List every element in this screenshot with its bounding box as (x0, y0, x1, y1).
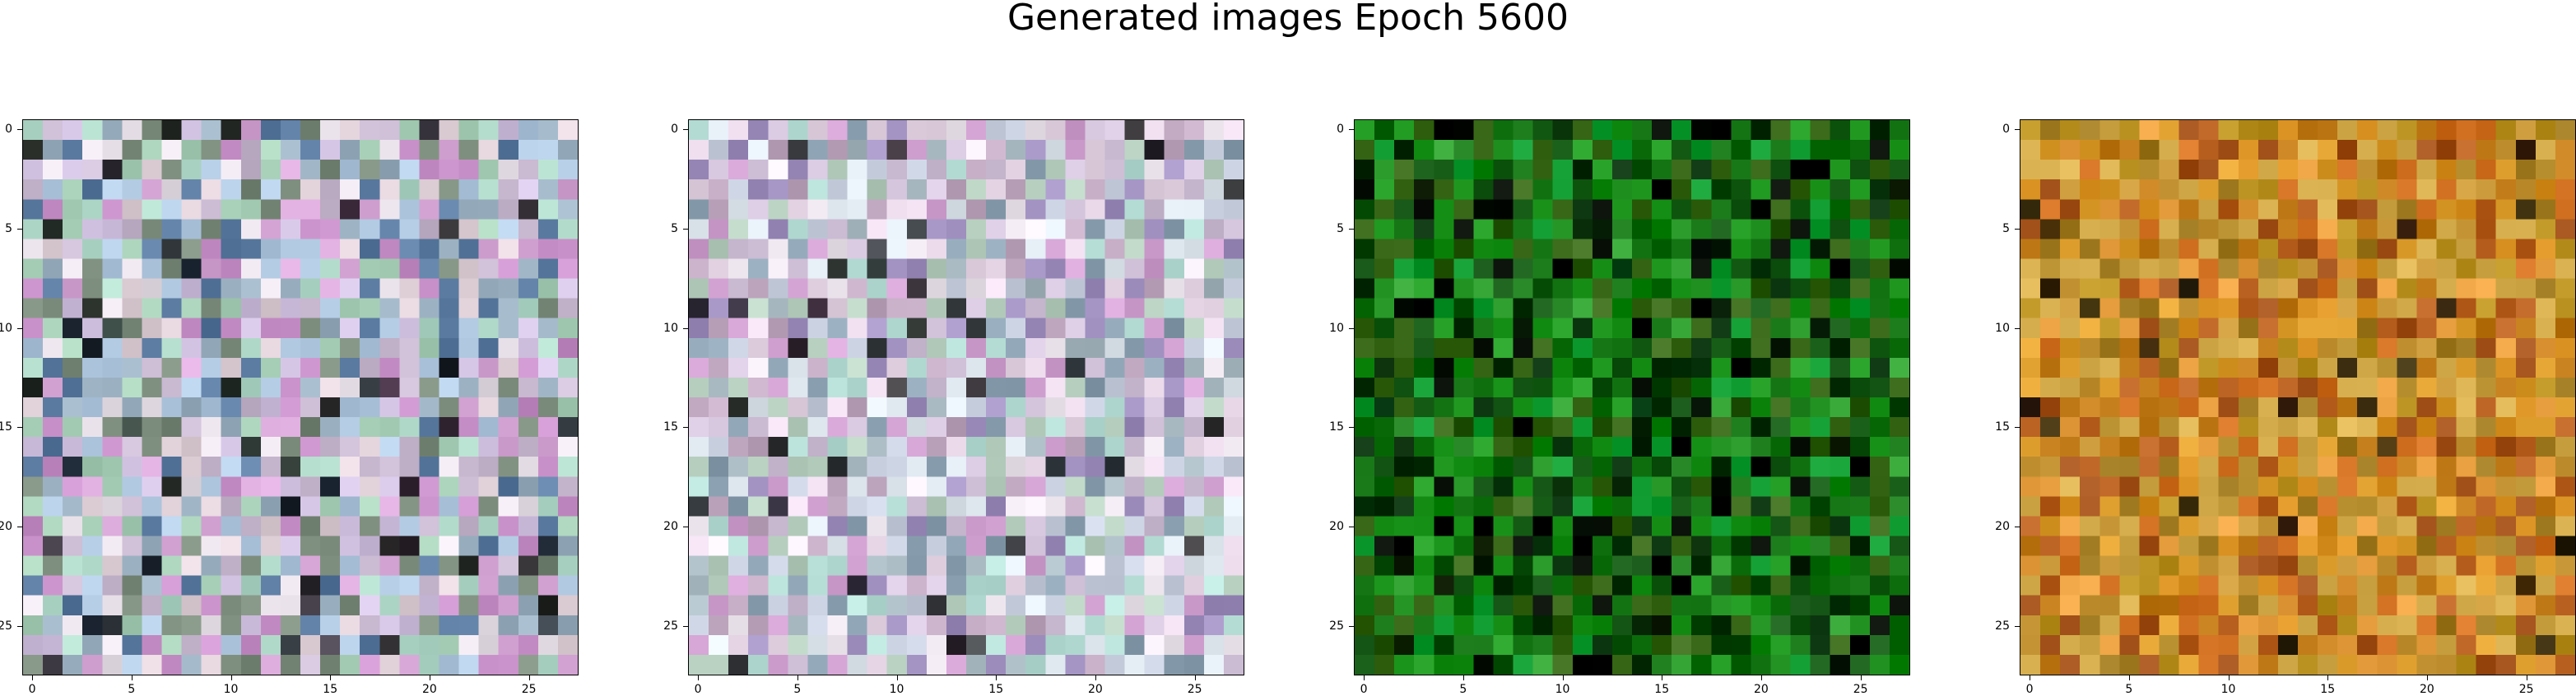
x-tick-label: 5 (2125, 683, 2133, 696)
x-tick-label: 20 (1088, 683, 1103, 696)
x-tick-label: 25 (2518, 683, 2534, 696)
image-panel-3: 0 5 10 15 20 25 0 5 10 15 20 25 (1329, 119, 1910, 695)
x-tick-mark (230, 675, 232, 680)
y-tick-label: 15 (1329, 420, 1344, 434)
y-tick-label: 10 (0, 321, 12, 335)
x-tick-mark (2426, 675, 2428, 680)
image-panel-1: 0 5 10 15 20 25 0 5 10 15 20 25 (0, 119, 579, 695)
x-tick-label: 0 (2025, 683, 2034, 696)
x-tick-label: 5 (1459, 683, 1467, 696)
x-tick-mark (1562, 675, 1564, 680)
image-panel-2: 0 5 10 15 20 25 0 5 10 15 20 25 (663, 119, 1244, 695)
generated-image-3 (1354, 119, 1910, 675)
y-tick-label: 25 (0, 619, 12, 633)
figure-title: Generated images Epoch 5600 (1007, 0, 1569, 39)
y-tick-mark (2015, 129, 2020, 131)
y-tick-label: 25 (1329, 619, 1344, 633)
x-tick-label: 25 (1187, 683, 1202, 696)
x-tick-mark (1194, 675, 1196, 680)
y-tick-mark (683, 427, 688, 429)
y-tick-mark (17, 427, 22, 429)
y-tick-mark (1349, 228, 1354, 230)
x-tick-mark (1462, 675, 1464, 680)
generated-image-4 (2020, 119, 2576, 675)
x-tick-mark (1095, 675, 1096, 680)
y-tick-label: 5 (5, 221, 12, 235)
y-tick-label: 0 (2002, 123, 2010, 137)
y-tick-mark (2015, 228, 2020, 230)
y-tick-label: 25 (1995, 619, 2010, 633)
y-tick-mark (2015, 427, 2020, 429)
x-tick-label: 20 (2420, 683, 2434, 696)
x-tick-mark (131, 675, 133, 680)
y-tick-label: 15 (0, 420, 12, 434)
y-tick-mark (1349, 129, 1354, 131)
x-tick-label: 15 (323, 683, 338, 696)
y-tick-mark (17, 625, 22, 627)
y-tick-label: 15 (663, 420, 678, 434)
generated-image-2 (688, 119, 1244, 675)
y-tick-label: 5 (1337, 221, 1344, 235)
x-tick-label: 15 (988, 683, 1004, 696)
x-tick-label: 20 (422, 683, 437, 696)
x-tick-label: 25 (1853, 683, 1868, 696)
y-tick-label: 20 (1329, 519, 1344, 533)
x-tick-label: 10 (1555, 683, 1570, 696)
x-tick-mark (797, 675, 798, 680)
y-tick-label: 10 (1329, 321, 1344, 335)
y-tick-mark (1349, 327, 1354, 329)
y-tick-label: 0 (1337, 123, 1344, 137)
x-tick-mark (1364, 675, 1365, 680)
x-tick-label: 5 (793, 683, 802, 696)
y-tick-mark (1349, 427, 1354, 429)
x-tick-mark (2128, 675, 2130, 680)
y-tick-label: 10 (663, 321, 678, 335)
x-tick-mark (32, 675, 34, 680)
y-tick-mark (683, 228, 688, 230)
y-tick-mark (2015, 625, 2020, 627)
x-tick-label: 0 (694, 683, 702, 696)
x-tick-mark (996, 675, 997, 680)
x-tick-label: 25 (521, 683, 537, 696)
y-tick-mark (683, 129, 688, 131)
y-tick-label: 20 (0, 519, 12, 533)
x-tick-mark (698, 675, 700, 680)
image-panel-4: 0 5 10 15 20 25 0 5 10 15 20 25 (1995, 119, 2576, 695)
y-tick-label: 0 (671, 123, 678, 137)
x-tick-label: 10 (2220, 683, 2236, 696)
x-tick-label: 0 (28, 683, 36, 696)
y-tick-mark (17, 327, 22, 329)
y-tick-label: 15 (1995, 420, 2010, 434)
y-tick-label: 10 (1995, 321, 2010, 335)
y-tick-label: 5 (2002, 221, 2010, 235)
x-tick-mark (1860, 675, 1862, 680)
x-tick-mark (1760, 675, 1762, 680)
generated-image-1 (22, 119, 579, 675)
y-tick-mark (1349, 625, 1354, 627)
x-tick-label: 0 (1360, 683, 1368, 696)
x-tick-mark (330, 675, 332, 680)
y-tick-mark (17, 228, 22, 230)
x-tick-mark (2228, 675, 2230, 680)
y-tick-mark (683, 625, 688, 627)
y-tick-label: 20 (663, 519, 678, 533)
y-tick-mark (2015, 327, 2020, 329)
x-tick-label: 15 (1654, 683, 1670, 696)
y-tick-label: 0 (5, 123, 12, 137)
y-tick-label: 25 (663, 619, 678, 633)
x-tick-mark (528, 675, 530, 680)
x-tick-mark (896, 675, 898, 680)
x-tick-label: 5 (128, 683, 136, 696)
x-tick-label: 15 (2320, 683, 2336, 696)
x-tick-mark (2327, 675, 2329, 680)
y-tick-mark (17, 129, 22, 131)
x-tick-label: 10 (223, 683, 239, 696)
x-tick-label: 10 (889, 683, 904, 696)
x-tick-label: 20 (1754, 683, 1769, 696)
y-tick-mark (683, 327, 688, 329)
y-tick-label: 5 (671, 221, 678, 235)
y-tick-label: 20 (1995, 519, 2010, 533)
